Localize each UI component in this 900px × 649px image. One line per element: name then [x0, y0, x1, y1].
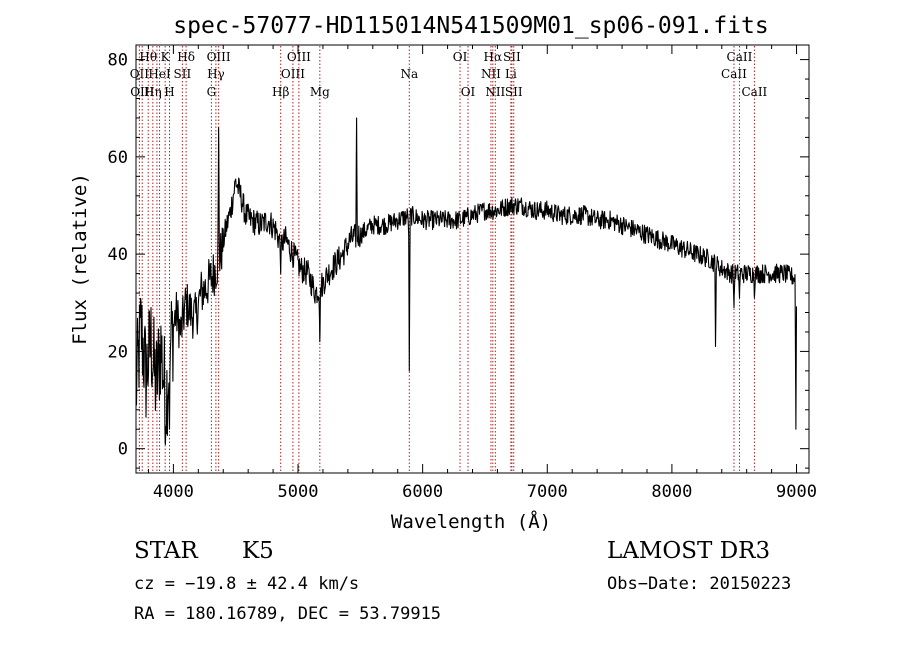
redshift-readout: cz = −19.8 ± 42.4 km/s — [134, 574, 360, 594]
line-label-17: Na — [400, 67, 418, 81]
line-label-19: OI — [461, 85, 476, 99]
y-tick-label-3: 60 — [108, 148, 128, 168]
line-label-24: SII — [503, 50, 521, 64]
line-label-22: NII — [485, 85, 505, 99]
line-label-20: NII — [481, 67, 501, 81]
chart-title: spec-57077-HD115014N541509M01_sp06-091.f… — [173, 13, 768, 39]
line-label-15: OIII — [287, 50, 311, 64]
coordinates-readout: RA = 180.16789, DEC = 53.79915 — [134, 604, 442, 624]
line-label-3: Hη — [144, 85, 162, 99]
y-tick-label-1: 20 — [108, 342, 128, 362]
object-subclass: K5 — [242, 538, 274, 564]
line-label-25: SII — [505, 85, 523, 99]
x-axis-label: Wavelength (Å) — [391, 510, 551, 533]
line-label-10: G — [207, 85, 217, 99]
line-label-26: CaII — [721, 67, 747, 81]
y-tick-label-0: 0 — [118, 440, 128, 460]
survey-name: LAMOST DR3 — [607, 538, 771, 564]
spectrum-line — [135, 117, 798, 446]
line-label-7: H — [164, 85, 174, 99]
line-label-21: Hα — [484, 50, 503, 64]
x-tick-label-5: 9000 — [776, 482, 817, 502]
line-label-11: Hγ — [207, 67, 225, 81]
object-class: STAR — [134, 538, 198, 564]
line-label-5: HeI — [148, 67, 171, 81]
y-axis-label: Flux (relative) — [69, 173, 91, 345]
line-label-16: Mg — [310, 85, 330, 99]
line-label-12: OIII — [207, 50, 231, 64]
line-label-23: Li — [505, 67, 517, 81]
x-tick-label-3: 7000 — [527, 482, 568, 502]
x-tick-label-0: 4000 — [153, 482, 194, 502]
axis-ticks: 4000 5000 6000 7000 8000 9000 0 20 40 60 80 — [108, 45, 817, 502]
line-label-28: CaII — [741, 85, 767, 99]
line-label-6: K — [161, 50, 171, 64]
x-tick-label-2: 6000 — [402, 482, 443, 502]
line-label-0: OII — [130, 67, 150, 81]
line-label-27: CaII — [727, 50, 753, 64]
line-label-9: Hδ — [177, 50, 195, 64]
line-label-18: OI — [453, 50, 468, 64]
line-label-13: Hβ — [272, 85, 289, 99]
line-label-8: SII — [174, 67, 192, 81]
y-tick-label-2: 40 — [108, 245, 128, 265]
line-label-2: Hθ — [139, 50, 157, 64]
line-markers: OIIOIIIHθHηHeIKHSIIHδGHγOIIIHβOIIIOIIIMg… — [130, 46, 768, 472]
x-tick-label-1: 5000 — [278, 482, 319, 502]
observation-date: Obs−Date: 20150223 — [607, 574, 792, 594]
x-tick-label-4: 8000 — [651, 482, 692, 502]
y-tick-label-4: 80 — [108, 51, 128, 71]
line-label-14: OIII — [281, 67, 305, 81]
